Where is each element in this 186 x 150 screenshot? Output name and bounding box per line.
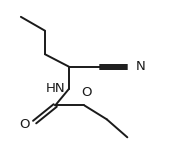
- Text: O: O: [81, 85, 91, 99]
- Text: HN: HN: [46, 82, 65, 95]
- Text: N: N: [136, 60, 146, 73]
- Text: O: O: [19, 118, 29, 131]
